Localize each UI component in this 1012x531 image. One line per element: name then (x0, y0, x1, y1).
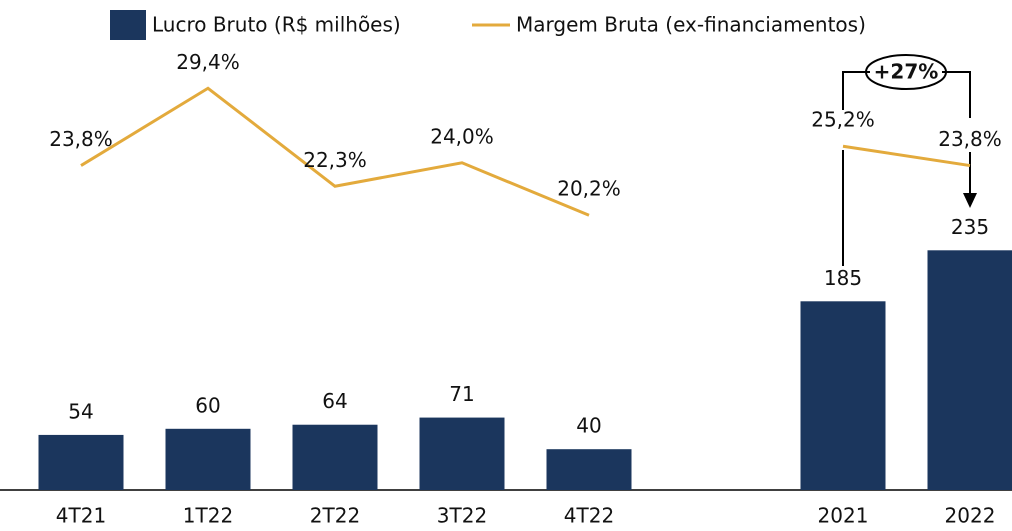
line-label: 23,8% (49, 127, 113, 151)
x-tick-label: 2022 (945, 504, 996, 528)
x-tick-label: 1T22 (183, 504, 233, 528)
growth-annotation (842, 54, 971, 266)
x-tick-label: 2T22 (310, 504, 360, 528)
bar-label: 235 (951, 215, 989, 239)
bar-label: 54 (68, 399, 93, 423)
bar (546, 449, 632, 490)
line-label: 24,0% (430, 124, 494, 148)
bar-label: 64 (322, 389, 347, 413)
x-tick-label: 4T21 (56, 504, 106, 528)
bar (165, 428, 251, 490)
bar (800, 301, 886, 490)
x-tick-label: 4T22 (564, 504, 614, 528)
line-label: 20,2% (557, 177, 621, 201)
legend-label: Margem Bruta (ex-financiamentos) (516, 13, 866, 37)
bracket-left (842, 71, 870, 110)
x-tick-label: 3T22 (437, 504, 487, 528)
line-label: 23,8% (938, 127, 1002, 151)
annotation-oval (865, 54, 947, 90)
legend-swatch-bar (110, 10, 146, 40)
legend-label: Lucro Bruto (R$ milhões) (152, 13, 401, 37)
line-label: 22,3% (303, 148, 367, 172)
bar (927, 250, 1012, 490)
bar (38, 434, 124, 490)
bar-label: 60 (195, 393, 220, 417)
x-tick-label: 2021 (818, 504, 869, 528)
bar (419, 417, 505, 490)
bar (292, 424, 378, 490)
bar-label: 40 (576, 414, 601, 438)
annotation-text: +27% (874, 60, 939, 84)
bar-label: 185 (824, 266, 862, 290)
line-label: 29,4% (176, 50, 240, 74)
arrow-head (963, 193, 977, 208)
line-label: 25,2% (811, 108, 875, 132)
bar-label: 71 (449, 382, 474, 406)
bracket-right (942, 71, 971, 118)
line (80, 86, 971, 217)
